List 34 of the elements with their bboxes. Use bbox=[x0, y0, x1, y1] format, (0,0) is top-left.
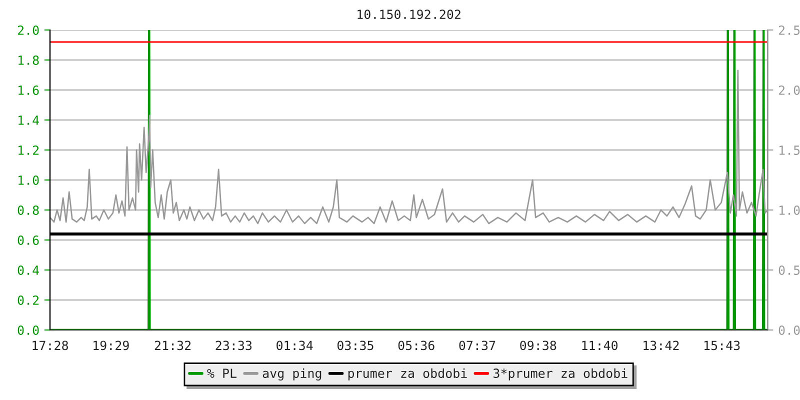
y2-tick-label: 1.0 bbox=[780, 206, 800, 215]
legend-label: % PL bbox=[207, 368, 236, 378]
y2-tick-label: 2.5 bbox=[778, 26, 800, 35]
x-tick-label: 23:33 bbox=[216, 340, 252, 350]
x-tick-label: 11:40 bbox=[582, 340, 618, 350]
y-tick-label: 1.4 bbox=[18, 116, 39, 125]
y-tick-label: 1.6 bbox=[18, 86, 39, 95]
x-tick-label: 17:28 bbox=[32, 340, 68, 350]
y-tick-label: 0.6 bbox=[18, 236, 39, 245]
legend-label: 3*prumer za obdobi bbox=[494, 368, 628, 380]
y2-tick-label: 2.0 bbox=[778, 86, 800, 95]
x-tick-label: 01:34 bbox=[276, 340, 313, 350]
y-tick-label: 1.8 bbox=[18, 56, 39, 65]
chart-title: 10.150.192.202 bbox=[358, 10, 460, 20]
y2-tick-label: 0.0 bbox=[778, 326, 800, 335]
y2-tick-label: 0.5 bbox=[778, 266, 800, 275]
legend-label: avg ping bbox=[262, 368, 322, 380]
legend-label: prumer za obdobi bbox=[348, 368, 467, 380]
y-tick-label: 0.4 bbox=[18, 266, 39, 275]
y-tick-label: 0.8 bbox=[18, 206, 39, 215]
y-tick-label: 0.0 bbox=[18, 326, 39, 335]
x-tick-label: 09:38 bbox=[520, 340, 556, 350]
y-tick-label: 2.0 bbox=[18, 26, 39, 35]
x-tick-label: 05:36 bbox=[398, 340, 434, 350]
y-tick-label: 1.0 bbox=[18, 176, 39, 185]
x-tick-label: 21:32 bbox=[154, 340, 191, 350]
y-tick-label: 0.2 bbox=[18, 296, 39, 305]
y2-tick-label: 1.5 bbox=[780, 146, 800, 155]
x-tick-label: 07:37 bbox=[459, 340, 496, 350]
x-tick-label: 19:29 bbox=[94, 340, 129, 350]
x-tick-label: 13:42 bbox=[644, 340, 679, 350]
y-tick-label: 1.2 bbox=[18, 146, 39, 155]
x-tick-label: 03:35 bbox=[337, 340, 374, 350]
x-tick-label: 15:43 bbox=[704, 340, 740, 350]
